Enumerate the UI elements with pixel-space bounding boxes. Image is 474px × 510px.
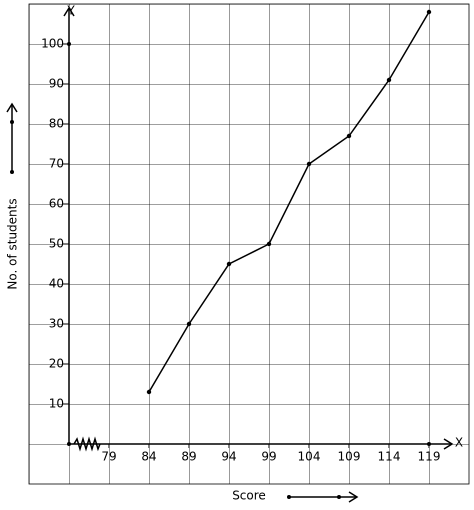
data-point (346, 133, 352, 139)
x-tick-label: 94 (221, 450, 236, 464)
x-tick-label: 104 (298, 450, 321, 464)
data-point (226, 261, 232, 267)
data-point (386, 77, 392, 83)
y-tick-label: 70 (49, 157, 64, 171)
x-tick-label: 84 (141, 450, 156, 464)
data-point (266, 241, 272, 247)
x-axis-label: Score (232, 489, 266, 503)
y-axis-label: No. of students (6, 198, 20, 289)
y-tick-label: 50 (49, 237, 64, 251)
x-tick-label: 114 (378, 450, 401, 464)
x-tick-label: 119 (418, 450, 441, 464)
x-tick-label: 99 (261, 450, 276, 464)
x-axis-name: X (455, 436, 463, 450)
data-point (146, 389, 152, 395)
axes (6, 6, 454, 503)
data-point (306, 161, 312, 167)
y-axis-name: Y (66, 4, 75, 18)
x-tick-label: 89 (181, 450, 196, 464)
y-tick-label: 40 (49, 277, 64, 291)
y-tick-label: 100 (41, 37, 64, 51)
data-point (186, 321, 192, 327)
data-point (426, 9, 432, 15)
y-tick-label: 60 (49, 197, 64, 211)
y-tick-label: 30 (49, 317, 64, 331)
y-tick-label: 90 (49, 77, 64, 91)
data-line (148, 11, 430, 393)
y-tick-label: 10 (49, 397, 64, 411)
grid (28, 3, 470, 485)
y-tick-label: 80 (49, 117, 64, 131)
y-tick-label: 20 (49, 357, 64, 371)
x-tick-label: 109 (338, 450, 361, 464)
x-tick-label: 79 (101, 450, 116, 464)
